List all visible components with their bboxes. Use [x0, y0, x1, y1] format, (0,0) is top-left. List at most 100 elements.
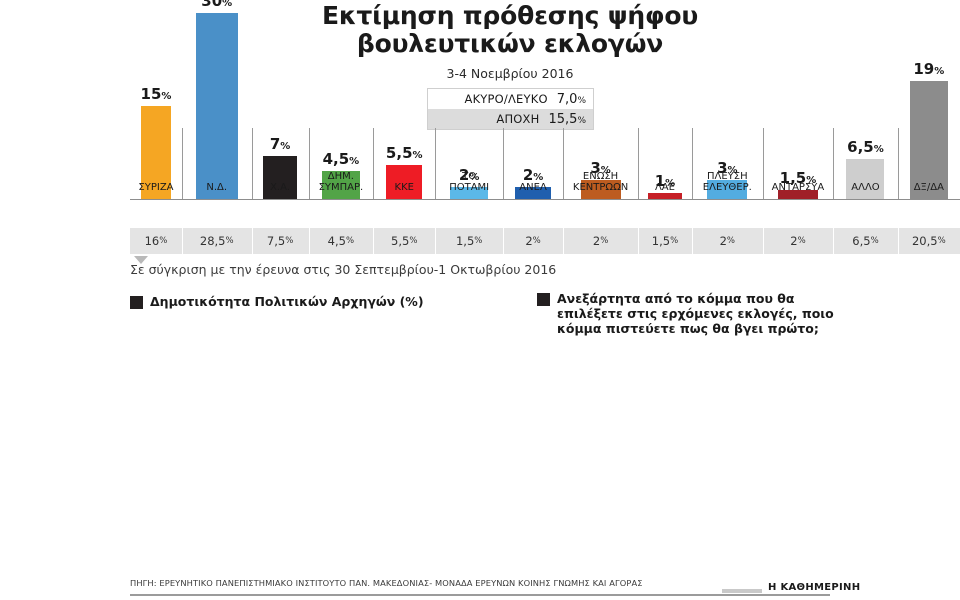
column-separator: [373, 128, 375, 199]
previous-poll-strip: 16% 28,5% 7,5% 4,5% 5,5% 1,5% 2% 2% 1,5% 2% 2% 6,5%…: [130, 228, 960, 254]
previous-strip-separator: [691, 228, 693, 254]
previous-poll-value: 4,5%: [327, 234, 355, 248]
previous-strip-separator: [308, 228, 310, 254]
percent-sign: %: [934, 66, 945, 78]
aux-row: ΑΚΥΡΟ/ΛΕΥΚΟ 7,0%: [428, 89, 593, 109]
bar-value-label: 1,5%: [779, 168, 817, 187]
bar-τοποταμι: [450, 186, 489, 199]
previous-poll-value: 28,5%: [199, 234, 234, 248]
column-separator: [691, 128, 693, 199]
party-label: ΔΗΜ. ΣΥΜΠΑΡ.: [318, 171, 364, 193]
party-label: ΚΚΕ: [394, 182, 414, 193]
percent-sign: %: [600, 236, 609, 246]
percent-sign: %: [870, 236, 879, 246]
previous-poll-value: 6,5%: [852, 234, 879, 248]
percent-sign: %: [469, 171, 480, 183]
bar-value-label: 19%: [913, 60, 945, 79]
percent-sign: %: [412, 149, 423, 161]
previous-poll-value: 2%: [790, 234, 806, 248]
previous-strip-separator: [563, 228, 565, 254]
column-separator: [251, 128, 253, 199]
previous-strip-separator: [637, 228, 639, 254]
party-label: Ν.Δ.: [206, 182, 228, 193]
column-separator: [435, 128, 437, 199]
percent-sign: %: [577, 115, 586, 126]
party-label: ΕΝΩΣΗ ΚΕΝΤΡΩΩΝ: [572, 171, 629, 193]
percent-sign: %: [806, 174, 817, 186]
leaders-popularity-chart: [130, 318, 530, 568]
previous-strip-separator: [897, 228, 899, 254]
leaders-section-header: Δημοτικότητα Πολιτικών Αρχηγών (%): [130, 294, 424, 309]
bar-value-label: 2%: [458, 165, 480, 184]
comparison-note: Σε σύγκριση με την έρευνα στις 30 Σεπτεμ…: [130, 262, 557, 277]
bar-κκε: [386, 164, 423, 199]
column-separator: [563, 128, 565, 199]
bar-πλευσηελευθερ: [707, 180, 748, 199]
bar-ενωσηκεντρωων: [580, 180, 621, 199]
page-title: Εκτίμηση πρόθεσης ψήφου βουλευτικών εκλο…: [300, 1, 720, 82]
party-label: ΠΛΕΥΣΗ ΕΛΕΥΘΕΡ.: [702, 171, 752, 193]
leaders-section-title: Δημοτικότητα Πολιτικών Αρχηγών (%): [150, 294, 424, 309]
aux-row-value: 15,5%: [548, 111, 586, 127]
column-separator: [308, 128, 310, 199]
column-separator: [637, 128, 639, 199]
first-party-chart: [537, 352, 947, 577]
column-separator: [897, 128, 899, 199]
percent-sign: %: [474, 236, 483, 246]
percent-sign: %: [670, 236, 679, 246]
party-label: ΤΟ ΠΟΤΑΜΙ: [449, 171, 490, 193]
bar-δημσυμπαρ: [321, 171, 360, 199]
percent-sign: %: [285, 236, 294, 246]
comparison-triangle-icon: [134, 256, 148, 264]
poll-date-subtitle: 3-4 Νοεμβρίου 2016: [446, 66, 574, 81]
column-separator: [181, 128, 183, 199]
previous-strip-separator: [373, 228, 375, 254]
previous-strip-separator: [181, 228, 183, 254]
first-party-section-header: Ανεξάρτητα από το κόμμα που θα επιλέξετε…: [537, 291, 837, 336]
percent-sign: %: [225, 236, 234, 246]
bar-αλλο: [846, 158, 885, 199]
bar-δξδα: [909, 81, 948, 199]
party-label: Χ.Α.: [270, 182, 291, 193]
bar-value-label: 3%: [717, 159, 738, 178]
percent-sign: %: [797, 236, 806, 246]
section-marker-square-icon: [130, 296, 143, 309]
previous-poll-value: 2%: [719, 234, 735, 248]
bar-value-label: 3%: [590, 159, 611, 178]
previous-strip-separator: [251, 228, 253, 254]
party-label: ΑΛΛΟ: [851, 182, 880, 193]
aux-row-value: 7,0%: [556, 91, 586, 107]
previous-poll-value: 7,5%: [266, 234, 294, 248]
previous-poll-value: 20,5%: [911, 234, 946, 248]
percent-sign: %: [345, 236, 355, 246]
previous-strip-separator: [502, 228, 504, 254]
bar-value-label: 2%: [522, 165, 544, 184]
percent-sign: %: [532, 236, 541, 246]
party-label: ΛΑΕ: [654, 182, 675, 193]
percent-sign: %: [665, 177, 676, 189]
previous-poll-value: 2%: [525, 234, 541, 248]
column-separator: [762, 128, 764, 199]
percent-sign: %: [577, 95, 586, 106]
bar-value-label: 4,5%: [322, 150, 360, 169]
brand-rule: [722, 589, 762, 593]
percent-sign: %: [600, 165, 611, 177]
title-line-2: βουλευτικών εκλογών: [356, 29, 664, 58]
bar-value-label: 1%: [654, 171, 676, 190]
party-label: ΣΥΡΙΖΑ: [138, 182, 174, 193]
previous-poll-value: 2%: [592, 234, 609, 248]
percent-sign: %: [349, 156, 360, 168]
column-separator: [833, 128, 835, 199]
bar-value-label: 6,5%: [847, 137, 884, 156]
bar-ανελ: [515, 186, 552, 199]
party-label: ΔΞ/ΔΑ: [913, 182, 944, 193]
bar-συριζα: [140, 106, 171, 199]
percent-sign: %: [222, 0, 233, 9]
party-label: ΑΝΤΑΡΣΥΑ: [771, 182, 825, 193]
percent-sign: %: [726, 236, 735, 246]
previous-strip-separator: [435, 228, 437, 254]
aux-row-label: ΑΠΟΧΗ: [496, 112, 540, 126]
footer-divider: [130, 594, 830, 596]
title-line-1: Εκτίμηση πρόθεσης ψήφου: [321, 1, 699, 30]
